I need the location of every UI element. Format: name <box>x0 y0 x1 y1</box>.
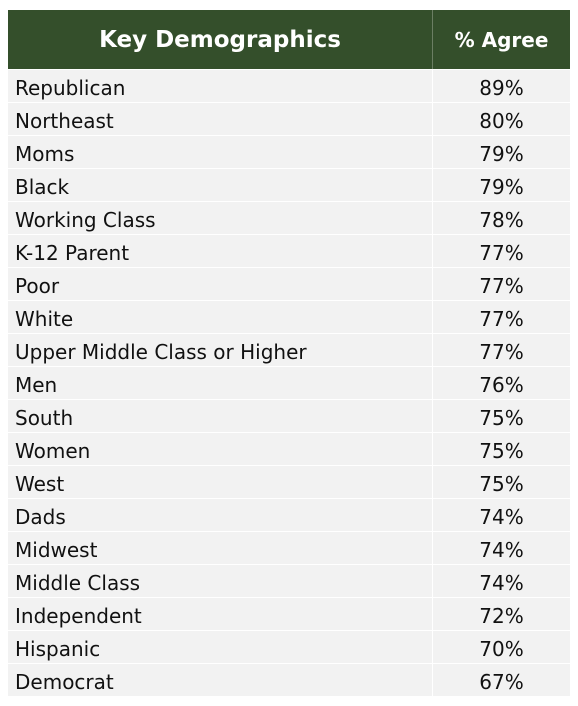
demographic-label: White <box>8 301 433 333</box>
table-row: White 77% <box>8 301 570 334</box>
table-row: Black 79% <box>8 169 570 202</box>
demographic-label: Working Class <box>8 202 433 234</box>
table-row: K-12 Parent 77% <box>8 235 570 268</box>
table-row: Midwest 74% <box>8 532 570 565</box>
agree-percentage: 75% <box>479 406 524 430</box>
table-row: Independent 72% <box>8 598 570 631</box>
agree-percentage: 70% <box>479 637 524 661</box>
table-row: South 75% <box>8 400 570 433</box>
demographic-label: Middle Class <box>8 565 433 597</box>
header-divider <box>8 69 570 70</box>
demographic-label: Republican <box>8 70 433 102</box>
table-row: Northeast 80% <box>8 103 570 136</box>
agree-percentage: 75% <box>479 439 524 463</box>
demographics-table: Key Demographics % Agree Republican 89% No… <box>8 10 570 696</box>
demographic-label: Independent <box>8 598 433 630</box>
agree-percentage: 72% <box>479 604 524 628</box>
demographic-label: South <box>8 400 433 432</box>
demographic-label: K-12 Parent <box>8 235 433 267</box>
table-row: Moms 79% <box>8 136 570 169</box>
demographic-label: Poor <box>8 268 433 300</box>
table-row: Upper Middle Class or Higher 77% <box>8 334 570 367</box>
demographic-label: West <box>8 466 433 498</box>
agree-percentage: 80% <box>479 109 524 133</box>
agree-percentage: 76% <box>479 373 524 397</box>
demographic-label: Men <box>8 367 433 399</box>
agree-percentage: 89% <box>479 76 524 100</box>
table-row: Hispanic 70% <box>8 631 570 664</box>
agree-percentage: 78% <box>479 208 524 232</box>
agree-percentage: 67% <box>479 670 524 694</box>
agree-percentage: 74% <box>479 571 524 595</box>
agree-percentage: 77% <box>479 274 524 298</box>
table-row: Working Class 78% <box>8 202 570 235</box>
table-row: Dads 74% <box>8 499 570 532</box>
table-row: Democrat 67% <box>8 664 570 696</box>
agree-percentage: 79% <box>479 142 524 166</box>
table-header: Key Demographics % Agree <box>8 10 570 69</box>
agree-percentage: 77% <box>479 340 524 364</box>
demographic-label: Black <box>8 169 433 201</box>
table-body: Republican 89% Northeast 80% Moms 79% Black 79%… <box>8 70 570 696</box>
demographic-label: Moms <box>8 136 433 168</box>
agree-percentage: 77% <box>479 307 524 331</box>
demographic-label: Dads <box>8 499 433 531</box>
demographic-label: Hispanic <box>8 631 433 663</box>
demographic-label: Women <box>8 433 433 465</box>
table-row: Women 75% <box>8 433 570 466</box>
demographic-label: Upper Middle Class or Higher <box>8 334 433 366</box>
column-header-agree: % Agree <box>454 27 549 52</box>
agree-percentage: 74% <box>479 505 524 529</box>
demographic-label: Northeast <box>8 103 433 135</box>
table-row: Republican 89% <box>8 70 570 103</box>
table-row: Men 76% <box>8 367 570 400</box>
demographic-label: Midwest <box>8 532 433 564</box>
agree-percentage: 77% <box>479 241 524 265</box>
agree-percentage: 75% <box>479 472 524 496</box>
agree-percentage: 74% <box>479 538 524 562</box>
table-row: West 75% <box>8 466 570 499</box>
demographic-label: Democrat <box>8 664 433 696</box>
column-header-demographics: Key Demographics <box>8 10 433 69</box>
agree-percentage: 79% <box>479 175 524 199</box>
table-row: Poor 77% <box>8 268 570 301</box>
table-row: Middle Class 74% <box>8 565 570 598</box>
